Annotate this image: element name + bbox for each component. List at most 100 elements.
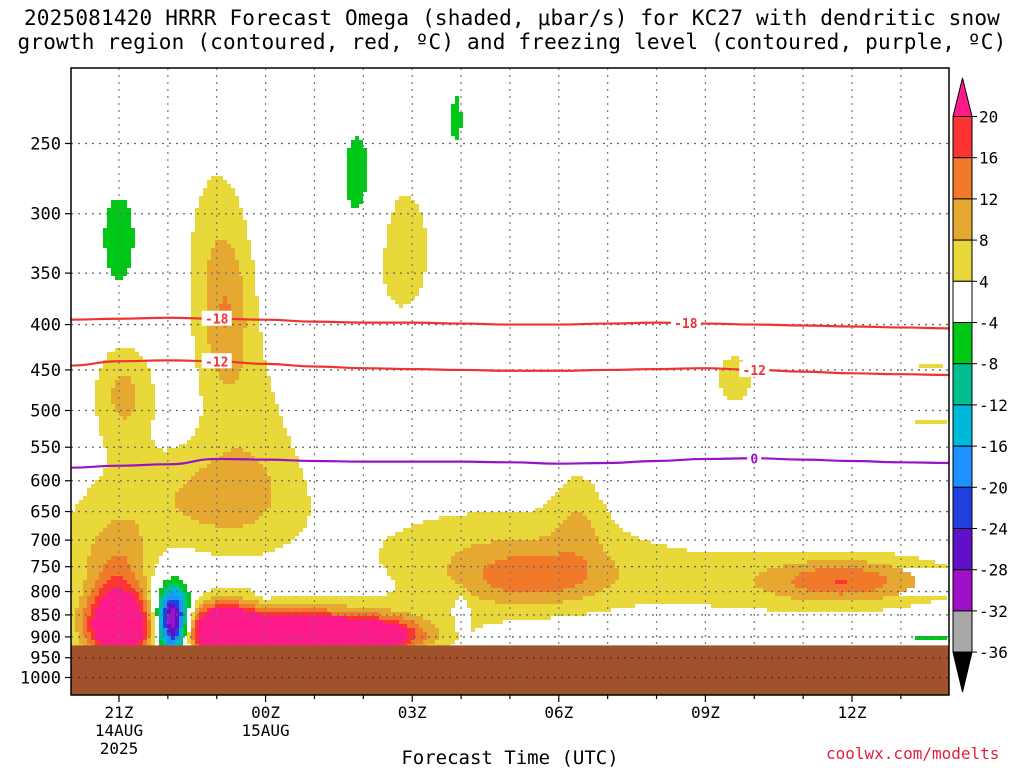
- omega-cell: [143, 632, 147, 636]
- omega-cell: [91, 636, 95, 640]
- omega-cell: [619, 568, 767, 572]
- omega-cell: [103, 244, 135, 248]
- omega-cell: [207, 336, 243, 340]
- omega-cell: [131, 564, 143, 568]
- omega-cell: [243, 340, 263, 344]
- omega-cell: [111, 588, 123, 592]
- omega-cell: [147, 600, 151, 604]
- omega-cell: [95, 480, 187, 484]
- omega-cell: [191, 476, 271, 480]
- omega-cell: [95, 580, 107, 584]
- ground-below-surface: [71, 645, 949, 695]
- omega-cell: [71, 632, 79, 636]
- omega-cell: [243, 348, 263, 352]
- omega-cell: [87, 492, 175, 496]
- omega-cell: [167, 448, 231, 452]
- omega-cell: [135, 576, 147, 580]
- omega-cell: [195, 208, 243, 212]
- omega-cell: [191, 624, 195, 628]
- omega-cell: [147, 580, 151, 584]
- omega-cell: [199, 596, 211, 600]
- omega-cell: [615, 560, 807, 564]
- omega-cell: [143, 616, 147, 620]
- omega-cell: [587, 572, 619, 576]
- contour-label-bg: [201, 310, 232, 326]
- omega-cell: [95, 632, 143, 636]
- omega-cell: [99, 424, 151, 428]
- omega-cell: [83, 628, 87, 632]
- omega-cell: [211, 252, 235, 256]
- omega-cell: [395, 200, 415, 204]
- omega-cell: [815, 568, 863, 572]
- omega-cell: [387, 284, 423, 288]
- omega-cell: [99, 420, 151, 424]
- omega-cell: [591, 524, 619, 528]
- omega-cell: [163, 608, 167, 612]
- omega-cell: [99, 372, 151, 376]
- omega-cell: [175, 640, 179, 644]
- omega-cell: [111, 576, 123, 580]
- omega-cell: [219, 372, 239, 376]
- omega-cell: [199, 388, 271, 392]
- omega-cell: [199, 420, 283, 424]
- colorbar-bin: [952, 445, 973, 488]
- omega-cell: [143, 592, 147, 596]
- omega-cell: [383, 252, 427, 256]
- omega-cell: [127, 556, 143, 560]
- omega-cell: [331, 612, 379, 616]
- omega-cell: [199, 200, 239, 204]
- omega-cell: [503, 588, 563, 592]
- omega-cell: [463, 596, 479, 600]
- omega-cell: [179, 604, 183, 608]
- omega-cell: [271, 476, 303, 480]
- omega-cell: [167, 600, 179, 604]
- omega-cell: [199, 368, 215, 372]
- omega-cell: [207, 464, 263, 468]
- omega-cell: [155, 612, 159, 616]
- contour-label-bg: [201, 353, 232, 369]
- omega-cell: [131, 584, 139, 588]
- omega-cell: [103, 232, 135, 236]
- omega-cell: [595, 592, 775, 596]
- omega-cell: [187, 596, 191, 600]
- omega-cell: [175, 636, 179, 640]
- omega-cell: [103, 472, 195, 476]
- omega-cell: [271, 496, 311, 500]
- omega-cell: [195, 548, 275, 552]
- colorbar-bin: [952, 322, 973, 365]
- omega-cell: [395, 588, 467, 592]
- omega-cell: [427, 632, 439, 636]
- omega-cell: [179, 608, 183, 612]
- omega-cell: [791, 596, 883, 600]
- omega-cell: [83, 624, 87, 628]
- omega-cell: [147, 604, 151, 608]
- omega-cell: [87, 556, 111, 560]
- omega-cell: [199, 608, 207, 612]
- omega-cell: [211, 588, 251, 592]
- omega-cell: [807, 588, 875, 592]
- omega-cell: [171, 592, 175, 596]
- omega-cell: [143, 552, 163, 556]
- omega-cell: [383, 268, 427, 272]
- colorbar-label: 20: [979, 108, 998, 127]
- omega-cell: [243, 308, 259, 312]
- omega-cell: [95, 616, 143, 620]
- omega-cell: [243, 344, 263, 348]
- omega-cell: [467, 600, 495, 604]
- omega-cell: [567, 480, 591, 484]
- omega-cell: [91, 632, 95, 636]
- omega-cell: [175, 604, 179, 608]
- omega-cell: [83, 612, 91, 616]
- omega-cell: [351, 204, 359, 208]
- omega-cell: [183, 616, 187, 620]
- omega-cell: [491, 584, 575, 588]
- omega-cell: [95, 600, 99, 604]
- omega-cell: [203, 400, 275, 404]
- omega-cell: [203, 404, 279, 408]
- omega-cell: [551, 532, 595, 536]
- omega-cell: [187, 604, 191, 608]
- omega-cell: [75, 612, 83, 616]
- omega-cell: [227, 324, 247, 328]
- omega-cell: [415, 620, 431, 624]
